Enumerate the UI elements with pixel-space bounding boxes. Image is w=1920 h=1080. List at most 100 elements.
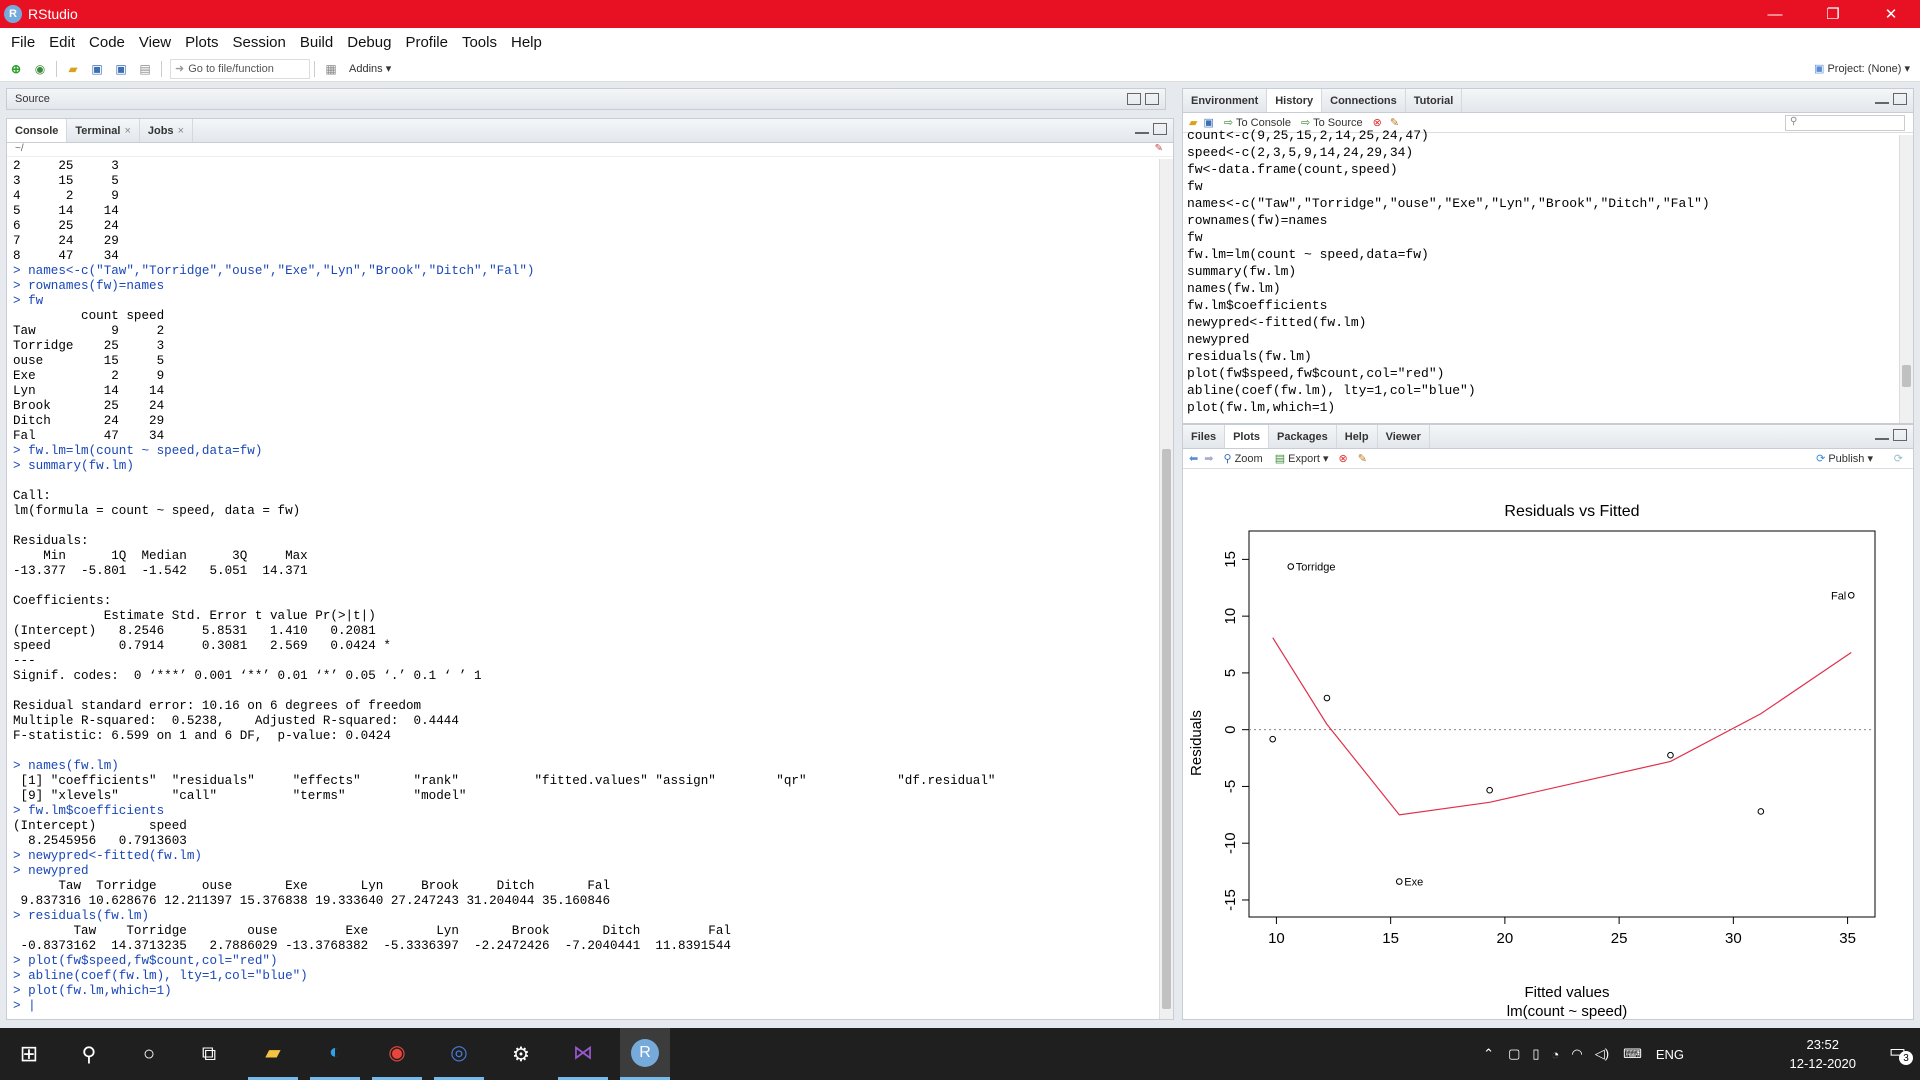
settings-app[interactable]: ⚙ [496, 1028, 546, 1080]
new-file-icon[interactable]: ⊕ [10, 61, 22, 76]
clock[interactable]: 23:52 12-12-2020 [1790, 1035, 1857, 1073]
language-indicator[interactable]: ENG [1655, 1046, 1684, 1062]
clear-history-icon[interactable]: ✎ [1389, 117, 1400, 129]
open-file-icon[interactable]: ▰ [68, 61, 78, 76]
menu-tools[interactable]: Tools [461, 33, 497, 51]
history-entry[interactable]: summary(fw.lm) [1187, 264, 1297, 279]
history-entry[interactable]: abline(coef(fw.lm), lty=1,col="blue") [1187, 383, 1476, 398]
close-icon[interactable]: × [124, 124, 131, 137]
menu-debug[interactable]: Debug [347, 33, 392, 51]
refresh-icon[interactable]: ⟳ [1893, 453, 1903, 465]
clear-console-icon[interactable]: ✎ [1154, 143, 1163, 154]
history-entry[interactable]: names<-c("Taw","Torridge","ouse","Exe","… [1187, 196, 1710, 211]
history-maximize-icon[interactable] [1893, 93, 1907, 105]
clear-plots-icon[interactable]: ✎ [1357, 453, 1367, 465]
menu-session[interactable]: Session [232, 33, 286, 51]
history-minimize-icon[interactable] [1875, 101, 1889, 104]
grid-layout-icon[interactable]: ▦ [325, 61, 337, 76]
maximize-button[interactable]: ❐ [1826, 6, 1840, 23]
tab-history[interactable]: History [1267, 89, 1323, 112]
history-entry[interactable]: newypred [1187, 332, 1250, 347]
save-icon[interactable]: ▣ [91, 61, 103, 76]
plots-minimize-icon[interactable] [1875, 437, 1889, 440]
history-entry[interactable]: fw [1187, 179, 1203, 194]
chrome-app[interactable]: ◉ [372, 1028, 422, 1080]
source-maximize-icon[interactable] [1145, 93, 1159, 105]
history-entry[interactable]: fw [1187, 230, 1203, 245]
save-history-icon[interactable]: ▣ [1203, 117, 1214, 129]
visual-studio-app[interactable]: ⋈ [558, 1028, 608, 1080]
cortana-button[interactable]: ○ [124, 1028, 174, 1080]
console-scroll-thumb[interactable] [1162, 449, 1171, 1009]
wifi-icon[interactable]: ◠ [1571, 1046, 1583, 1061]
tab-connections[interactable]: Connections [1322, 89, 1406, 112]
source-restore-icon[interactable] [1127, 93, 1141, 105]
notifications-button[interactable]: ▭ 3 [1889, 1041, 1913, 1065]
menu-code[interactable]: Code [89, 33, 125, 51]
remove-entry-icon[interactable]: ⊗ [1372, 117, 1382, 129]
edge-app[interactable]: ◐ [310, 1028, 360, 1080]
battery-icon[interactable]: ▯ [1532, 1046, 1540, 1061]
zoom-button[interactable]: ⚲ Zoom [1223, 452, 1262, 465]
next-plot-icon[interactable]: ➡ [1204, 453, 1214, 465]
start-button[interactable]: ⊞ [4, 1028, 54, 1080]
device-icon[interactable]: ▢ [1508, 1046, 1521, 1061]
menu-view[interactable]: View [138, 33, 172, 51]
tab-console[interactable]: Console [7, 119, 68, 142]
tab-environment[interactable]: Environment [1183, 89, 1268, 112]
tab-files[interactable]: Files [1183, 425, 1226, 448]
menu-edit[interactable]: Edit [49, 33, 76, 51]
print-icon[interactable]: ▤ [139, 61, 151, 76]
history-entry[interactable]: fw.lm=lm(count ~ speed,data=fw) [1187, 247, 1429, 262]
history-entry[interactable]: plot(fw.lm,which=1) [1187, 400, 1336, 415]
circle-app[interactable]: ◎ [434, 1028, 484, 1080]
history-entry[interactable]: count<-c(9,25,15,2,14,25,24,47) [1187, 128, 1429, 143]
menu-help[interactable]: Help [511, 33, 542, 51]
history-entry[interactable]: plot(fw$speed,fw$count,col="red") [1187, 366, 1445, 381]
export-button[interactable]: ▤ Export ▾ [1274, 453, 1329, 465]
tab-terminal[interactable]: Terminal × [67, 119, 140, 142]
plots-maximize-icon[interactable] [1893, 429, 1907, 441]
load-history-icon[interactable]: ▰ [1189, 117, 1198, 129]
project-menu[interactable]: ▣ Project: (None) ▾ [1813, 63, 1910, 75]
addins-menu[interactable]: Addins ▾ [349, 63, 392, 75]
console-scrollbar[interactable] [1159, 159, 1173, 1019]
remove-plot-icon[interactable]: ⊗ [1338, 453, 1348, 465]
tab-plots[interactable]: Plots [1225, 425, 1269, 448]
menu-profile[interactable]: Profile [405, 33, 448, 51]
to-console-button[interactable]: ⇨ To Console [1224, 116, 1291, 129]
close-icon[interactable]: × [177, 124, 184, 137]
rstudio-app[interactable]: R [620, 1028, 670, 1080]
history-list[interactable]: count<-c(9,25,15,2,14,25,24,47) speed<-c(… [1183, 127, 1899, 423]
history-entry[interactable]: fw.lm$coefficients [1187, 298, 1328, 313]
history-entry[interactable]: residuals(fw.lm) [1187, 349, 1312, 364]
history-entry[interactable]: names(fw.lm) [1187, 281, 1281, 296]
to-source-button[interactable]: ⇨ To Source [1301, 116, 1363, 129]
publish-button[interactable]: ⟳ Publish ▾ [1816, 453, 1873, 465]
tab-viewer[interactable]: Viewer [1378, 425, 1430, 448]
goto-file-input[interactable]: ➜ Go to file/function [170, 58, 310, 79]
tab-packages[interactable]: Packages [1269, 425, 1337, 448]
history-scrollbar[interactable] [1899, 135, 1913, 423]
history-search-input[interactable]: ⚲ [1785, 114, 1905, 131]
menu-file[interactable]: File [11, 33, 36, 51]
history-entry[interactable]: rownames(fw)=names [1187, 213, 1328, 228]
tab-help[interactable]: Help [1337, 425, 1378, 448]
volume-icon[interactable]: ◁) [1594, 1046, 1610, 1061]
tab-tutorial[interactable]: Tutorial [1406, 89, 1463, 112]
console-maximize-icon[interactable] [1153, 123, 1167, 135]
minimize-button[interactable]: — [1767, 5, 1783, 23]
network-icon[interactable]: ◔ [1551, 1046, 1560, 1062]
new-project-icon[interactable]: ◉ [34, 61, 46, 76]
file-explorer-app[interactable]: ▰ [248, 1028, 298, 1080]
task-view-button[interactable]: ⧉ [184, 1028, 234, 1080]
history-scroll-thumb[interactable] [1902, 365, 1911, 387]
chevron-up-icon[interactable]: ⌃ [1483, 1046, 1495, 1061]
close-button[interactable]: ✕ [1884, 6, 1898, 23]
console-minimize-icon[interactable] [1135, 131, 1149, 134]
history-entry[interactable]: speed<-c(2,3,5,9,14,24,29,34) [1187, 145, 1414, 160]
search-button[interactable]: ⚲ [64, 1028, 114, 1080]
menu-plots[interactable]: Plots [185, 33, 219, 51]
history-entry[interactable]: newypred<-fitted(fw.lm) [1187, 315, 1367, 330]
